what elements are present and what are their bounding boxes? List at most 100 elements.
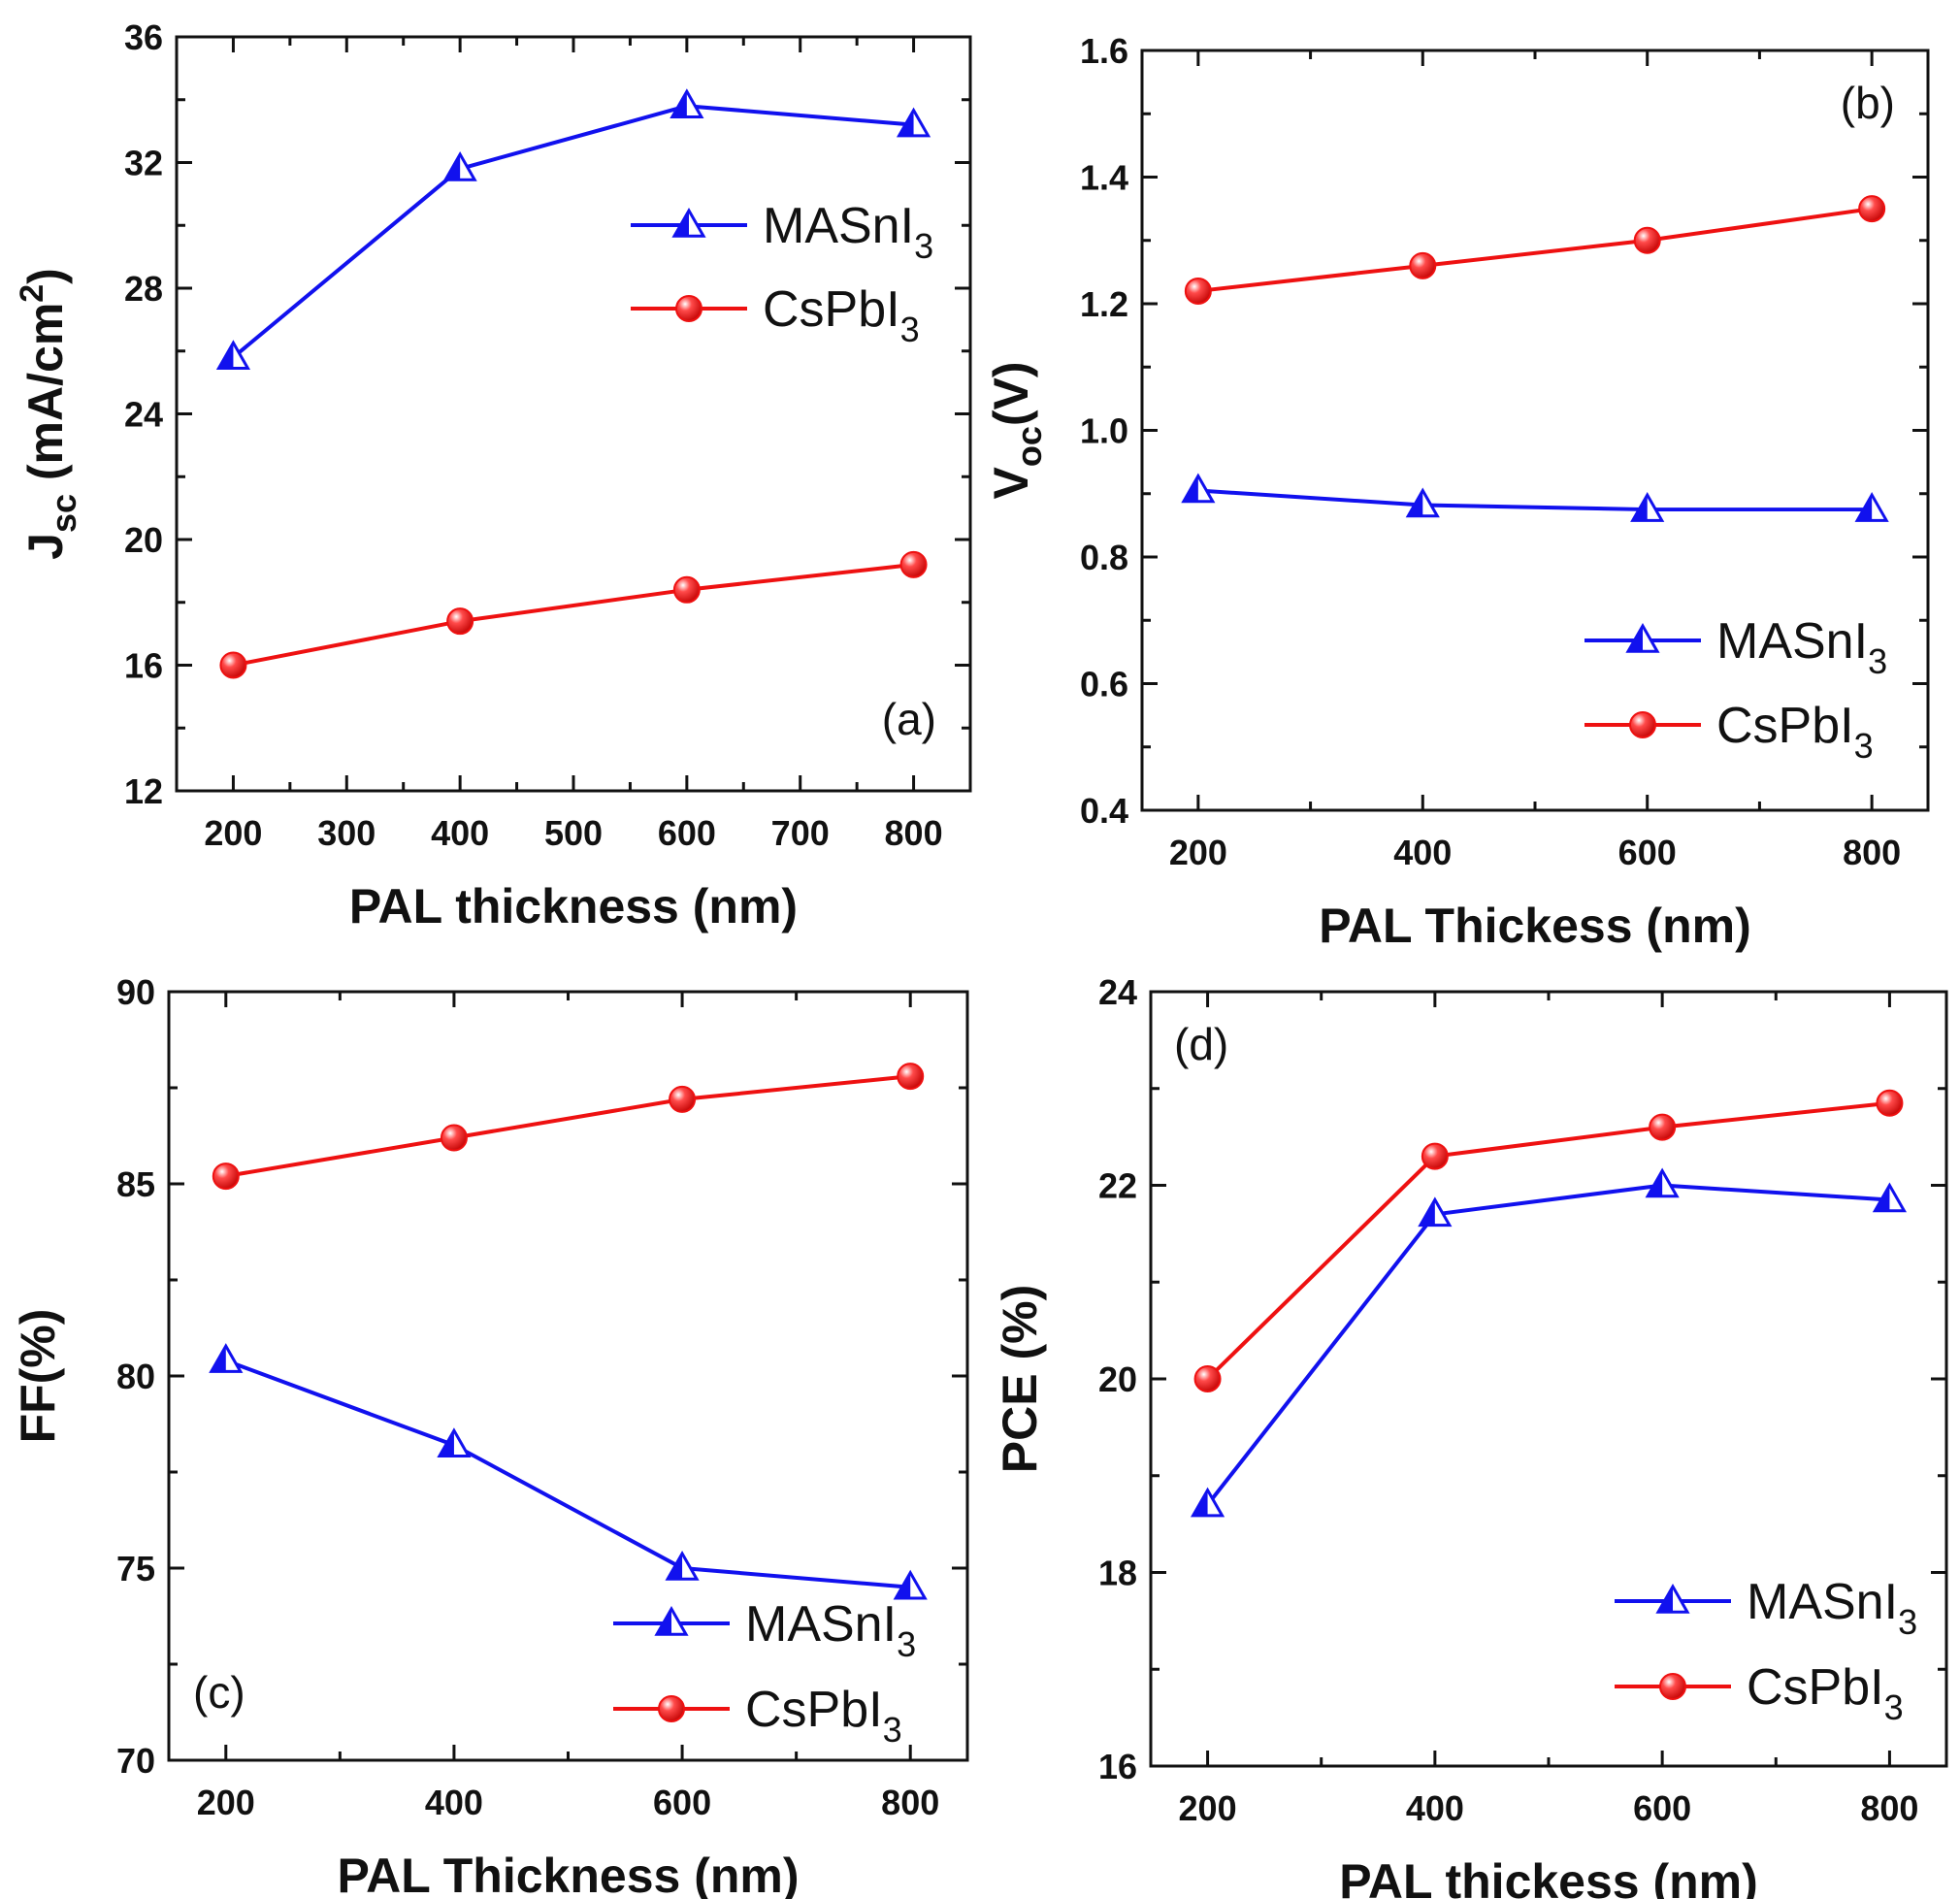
- legend-label-subscript: 3: [1854, 726, 1874, 766]
- series-MASnI3: [1190, 1167, 1908, 1518]
- x-axis-label: PAL Thickess (nm): [1319, 899, 1750, 953]
- x-tick-label: 200: [1179, 1788, 1237, 1828]
- sphere-marker: [1876, 1089, 1904, 1117]
- y-tick-label: 16: [1098, 1747, 1137, 1786]
- y-tick-label: 12: [124, 771, 163, 811]
- legend-label: MASnI3: [763, 198, 933, 266]
- panel-label: (d): [1174, 1019, 1228, 1069]
- x-axis-label: PAL thickness (nm): [349, 879, 798, 933]
- x-tick-label: 400: [1406, 1788, 1464, 1828]
- legend-label-subscript: 3: [1884, 1687, 1904, 1727]
- y-tick-label: 80: [116, 1357, 155, 1396]
- y-label-end: ): [18, 268, 73, 284]
- legend-label-subscript: 3: [1898, 1602, 1917, 1642]
- legend-label-main: CsPbI: [1716, 698, 1854, 754]
- marker-fill: [439, 1430, 454, 1457]
- triangle-marker: [654, 1605, 689, 1636]
- y-label-main: V: [984, 467, 1038, 500]
- plot-frame: [175, 35, 972, 793]
- marker-fill: [657, 1609, 671, 1635]
- x-tick-label: 600: [658, 813, 716, 853]
- x-tick-label: 500: [544, 813, 603, 853]
- triangle-marker: [1655, 1583, 1690, 1614]
- legend-label-subscript: 3: [1868, 641, 1887, 681]
- x-tick-label: 800: [1860, 1788, 1918, 1828]
- x-tick-label: 200: [197, 1783, 255, 1822]
- triangle-marker: [215, 340, 251, 370]
- marker-fill: [898, 110, 914, 136]
- sphere-marker: [440, 1124, 468, 1152]
- series-CsPbI3: [1193, 1089, 1904, 1392]
- series-MASnI3: [215, 88, 931, 370]
- triangle-marker: [437, 1427, 472, 1458]
- legend-label-main: MASnI: [745, 1596, 897, 1653]
- panel-label: (b): [1841, 78, 1895, 128]
- sphere-marker: [1193, 1365, 1222, 1392]
- series-line: [232, 104, 914, 359]
- series-line: [1206, 1100, 1890, 1381]
- y-tick-label: 1.0: [1080, 411, 1128, 451]
- y-axis-label: PCE (%): [993, 1285, 1047, 1473]
- x-tick-label: 800: [1843, 833, 1901, 872]
- y-axis-label: Jsc (mA/cm2): [14, 268, 83, 560]
- x-tick-label: 300: [317, 813, 376, 853]
- marker-fill: [1632, 495, 1648, 521]
- marker-fill: [1628, 626, 1643, 652]
- legend-label: MASnI3: [1716, 613, 1887, 681]
- y-tick-label: 0.6: [1080, 665, 1128, 704]
- x-axis-label: PAL thickess (nm): [1339, 1854, 1758, 1899]
- panel-c: 70 75 80 85 90 200 400 600 800 PAL Thickness (nm)…: [11, 972, 969, 1899]
- legend-label-main: CsPbI: [1747, 1659, 1884, 1716]
- sphere-marker: [672, 575, 701, 604]
- y-label-subscript: sc: [44, 494, 83, 533]
- panel-b: 0.4 0.6 0.8 1.0 1.2 1.4 1.6 200 400 600 800 PAL Thi…: [984, 31, 1930, 953]
- triangle-marker: [671, 207, 706, 238]
- series-CsPbI3: [1184, 195, 1886, 305]
- series-CsPbI3: [219, 550, 928, 679]
- marker-fill: [1857, 495, 1873, 521]
- y-tick-label: 20: [1098, 1359, 1137, 1399]
- triangle-marker: [1181, 473, 1216, 504]
- sphere-marker: [1633, 226, 1661, 254]
- marker-fill: [1192, 1490, 1208, 1516]
- y-label-rest: (mA/cm: [18, 303, 73, 494]
- marker-fill: [668, 1554, 683, 1580]
- x-tick-label: 800: [885, 813, 943, 853]
- series-line: [225, 1359, 911, 1589]
- marker-fill: [674, 211, 689, 237]
- series-line: [233, 562, 914, 668]
- sphere-marker: [1649, 1113, 1677, 1141]
- sphere-marker: [899, 550, 928, 578]
- y-label-main: FF(%): [11, 1309, 65, 1444]
- x-tick-label: 800: [881, 1783, 939, 1822]
- legend-label-main: MASnI: [1716, 613, 1868, 670]
- panel-label: (c): [193, 1667, 245, 1718]
- sphere-marker: [1659, 1673, 1686, 1700]
- plot-frame: [1140, 49, 1930, 812]
- y-tick-label: 28: [124, 269, 163, 309]
- series-line: [1197, 488, 1873, 512]
- y-tick-label: 32: [124, 144, 163, 183]
- triangle-marker: [893, 1569, 928, 1600]
- sphere-marker: [675, 295, 702, 322]
- y-label-subscript: oc: [1009, 426, 1049, 467]
- y-tick-label: 24: [124, 395, 163, 435]
- panel-d: 16 18 20 22 24 200 400 600 800 PAL thickess (nm) P…: [993, 972, 1948, 1899]
- legend-label: MASnI3: [1747, 1574, 1917, 1642]
- y-tick-label: 22: [1098, 1166, 1137, 1206]
- y-axis-label: FF(%): [11, 1309, 65, 1444]
- y-tick-label: 0.8: [1080, 538, 1128, 577]
- triangle-marker: [1630, 492, 1665, 522]
- marker-fill: [1183, 475, 1198, 502]
- y-tick-label: 1.4: [1080, 158, 1128, 198]
- sphere-marker: [669, 1085, 697, 1113]
- y-tick-label: 85: [116, 1164, 155, 1204]
- sphere-marker: [658, 1695, 685, 1722]
- x-tick-label: 600: [1633, 1788, 1691, 1828]
- y-tick-label: 70: [116, 1741, 155, 1781]
- marker-fill: [896, 1572, 911, 1599]
- marker-fill: [1408, 490, 1423, 516]
